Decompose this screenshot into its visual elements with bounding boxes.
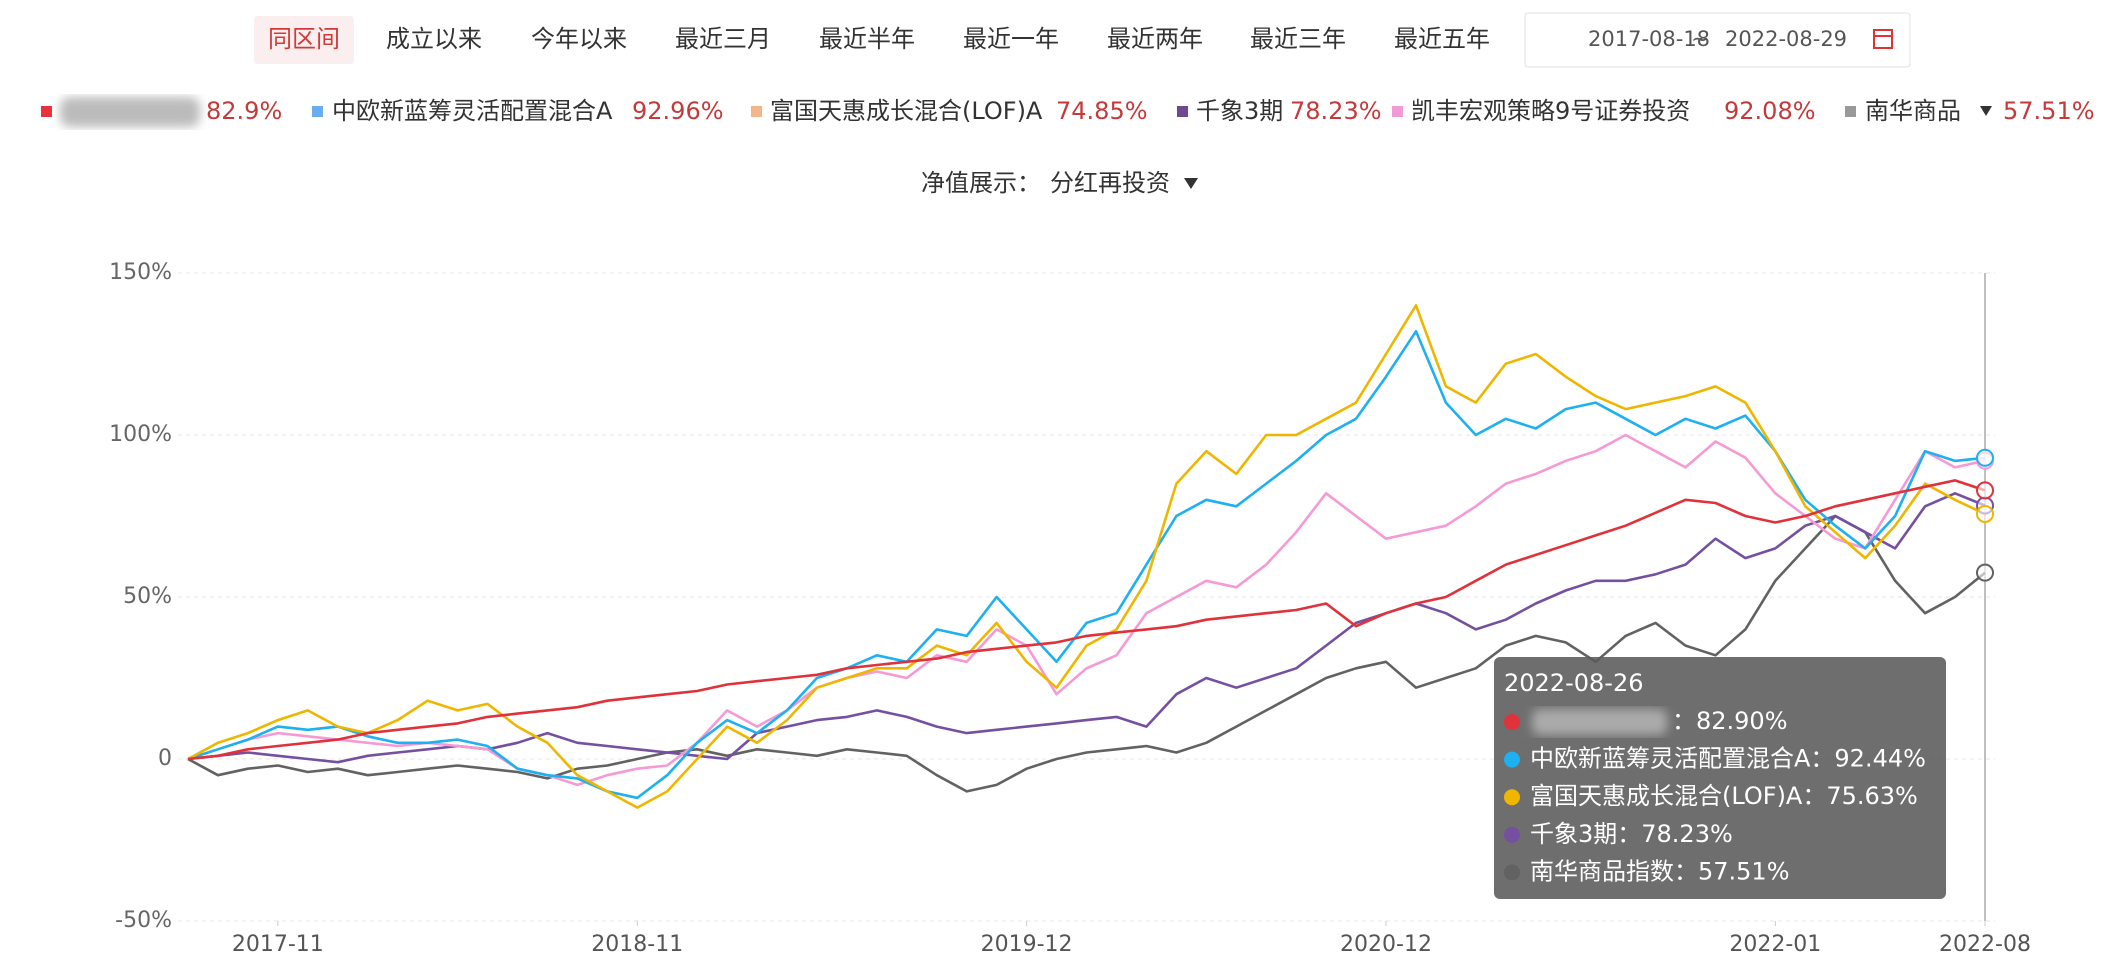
tooltip: 2022-08-26 ：82.90% 中欧新蓝筹灵活配置混合A：92.44% 富国天惠… [1494,657,1946,899]
tooltip-dot [1504,751,1520,768]
nav-value[interactable]: 分红再投资 [1050,169,1170,197]
range-button[interactable]: 同区间 [268,25,340,53]
y-tick-label: 50% [123,584,172,609]
series-line [187,514,1986,793]
legend-name[interactable]: 中欧新蓝筹灵活配置混合A [332,97,613,125]
date-end: 2022-08-29 [1725,27,1847,51]
legend-name[interactable]: 富国天惠成长混合(LOF)A [770,97,1043,125]
range-button[interactable]: 最近半年 [819,25,915,53]
legend-return: 82.9% [206,97,282,125]
legend-return: 74.85% [1056,97,1148,125]
legend-swatch [1177,106,1188,117]
legend-swatch [1392,106,1403,117]
tooltip-row: 富国天惠成长混合(LOF)A：75.63% [1530,782,1918,810]
x-tick-label: 2022-01 [1729,932,1821,957]
tooltip-row: ：82.90% [1672,707,1788,735]
tooltip-date: 2022-08-26 [1504,669,1643,697]
end-marker [1976,481,1994,500]
legend-return: 78.23% [1290,97,1382,125]
y-tick-label: -50% [115,908,172,933]
legend-name[interactable]: 凯丰宏观策略9号证券投资 [1411,97,1690,125]
range-button[interactable]: 成立以来 [386,25,482,53]
range-button[interactable]: 今年以来 [531,25,627,53]
date-picker[interactable] [1524,12,1911,68]
tooltip-dot [1504,714,1520,730]
nav-label: 净值展示： [921,169,1041,197]
range-button[interactable]: 最近两年 [1107,25,1203,53]
legend-dropdown [1980,106,1992,116]
tooltip-dot [1504,826,1520,843]
series-line [187,433,1986,787]
calendar-icon[interactable] [1873,29,1893,49]
y-tick-label: 0 [158,746,172,771]
range-button[interactable]: 最近五年 [1394,25,1490,53]
legend-swatch [1845,106,1856,117]
tooltip-dot [1504,789,1520,806]
range-button[interactable]: 最近三月 [675,25,771,53]
y-tick-label: 100% [109,422,172,447]
series-line [187,479,1986,761]
x-tick-label: 2017-11 [232,932,324,957]
x-tick-label: 2018-11 [591,932,683,957]
end-marker [1976,504,1994,523]
series-line [187,330,1986,800]
x-tick-label: 2019-12 [981,932,1073,957]
tooltip-row: 南华商品指数：57.51% [1530,857,1790,885]
legend-return: 57.51% [2003,97,2095,125]
tooltip-name-blurred [1532,709,1667,735]
tooltip-row: 中欧新蓝筹灵活配置混合A：92.44% [1530,745,1926,773]
range-button[interactable]: 最近一年 [963,25,1059,53]
end-marker [1976,448,1994,467]
legend-name[interactable]: 千象3期 [1196,97,1283,125]
y-tick-label: 150% [109,260,172,285]
series-line [187,304,1986,809]
x-tick-label: 2022-08 [1939,932,2031,957]
legend-swatch [312,106,323,117]
end-marker [1976,563,1994,582]
legend-swatch [41,106,52,117]
legend-name-blurred [60,97,200,127]
tooltip-dot [1504,864,1520,881]
x-tick-label: 2020-12 [1340,932,1432,957]
dropdown-arrow[interactable] [1184,178,1198,189]
range-button-bg [254,16,354,64]
date-start: 2017-08-18 [1588,27,1710,51]
legend-return: 92.08% [1724,97,1816,125]
legend-swatch [751,106,762,117]
range-button[interactable]: 最近三年 [1250,25,1346,53]
legend-return: 92.96% [632,97,724,125]
legend-name[interactable]: 南华商品 [1865,97,1961,125]
tooltip-row: 千象3期：78.23% [1530,820,1733,848]
date-separator: ~ [1691,27,1709,51]
